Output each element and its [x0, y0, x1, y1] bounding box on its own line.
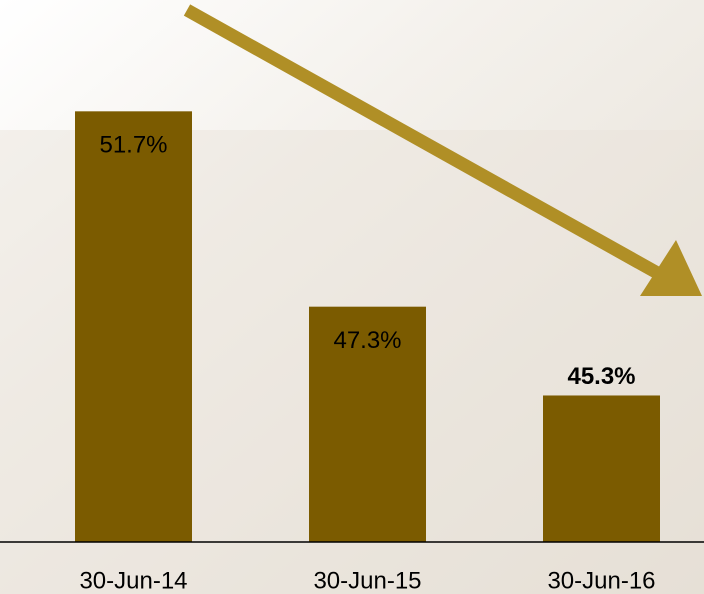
trend-arrow-shaft	[183, 4, 674, 286]
trend-arrow-head	[640, 240, 702, 296]
x-tick-label: 30-Jun-16	[547, 567, 655, 594]
value-label: 51.7%	[99, 132, 167, 159]
bar	[75, 111, 192, 542]
value-label: 45.3%	[567, 363, 635, 390]
value-label: 47.3%	[333, 327, 401, 354]
x-tick-label: 30-Jun-15	[313, 567, 421, 594]
x-tick-label: 30-Jun-14	[79, 567, 187, 594]
bar	[543, 395, 660, 542]
bar	[309, 306, 426, 542]
